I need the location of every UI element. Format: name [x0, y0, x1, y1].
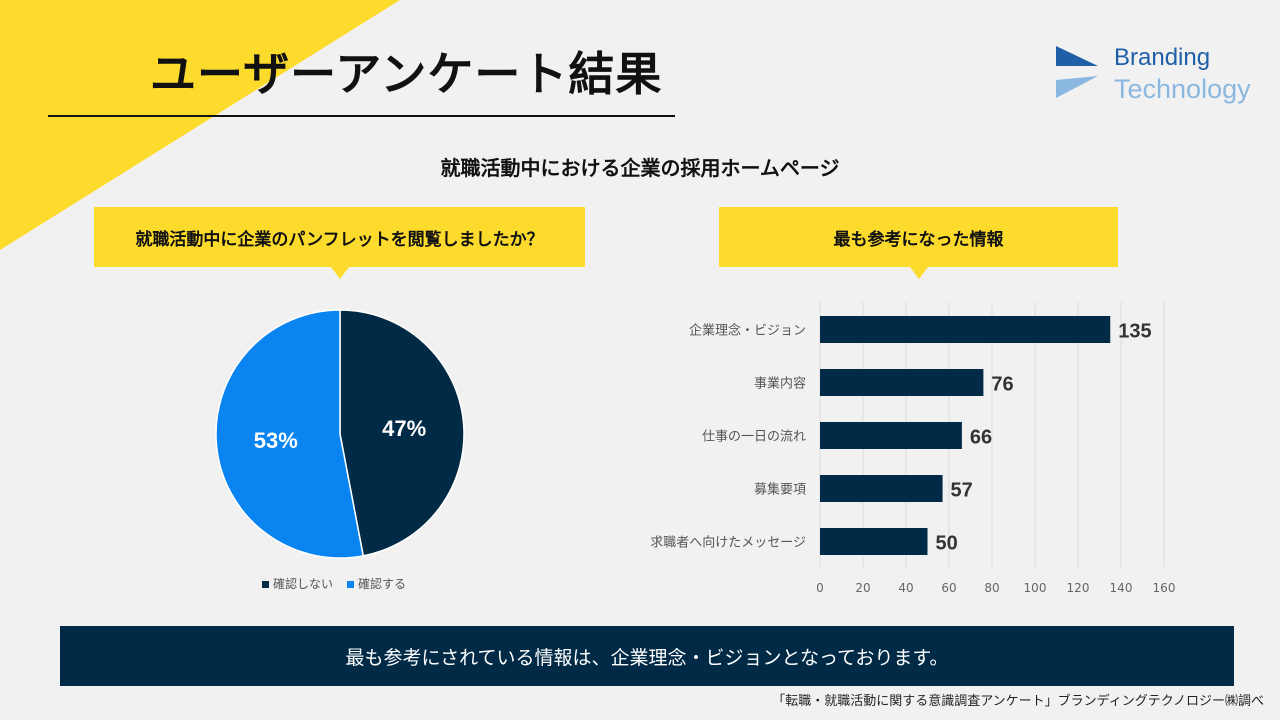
- bar-value-label-4: 50: [936, 533, 958, 555]
- pie-question-box: 就職活動中に企業のパンフレットを閲覧しましたか？: [94, 207, 585, 279]
- brand-logo: Branding Technology: [1054, 44, 1254, 106]
- pie-legend: 確認しない 確認する: [262, 575, 406, 592]
- bar-question-text: 最も参考になった情報: [833, 229, 1004, 250]
- bar-value-label-1: 76: [991, 374, 1013, 396]
- pie-question-text: 就職活動中に企業のパンフレットを閲覧しましたか？: [135, 229, 544, 250]
- x-tick-label-8: 160: [1153, 581, 1176, 595]
- x-tick-label-2: 40: [898, 581, 913, 595]
- category-label-4: 求職者へ向けたメッセージ: [650, 535, 806, 551]
- logo-text-technology: Technology: [1114, 74, 1251, 104]
- bar-2: [820, 422, 962, 449]
- bar-value-label-3: 57: [951, 480, 973, 502]
- x-tick-label-0: 0: [816, 581, 824, 595]
- legend-swatch-yes: [347, 581, 355, 588]
- x-tick-label-5: 100: [1024, 581, 1047, 595]
- pie-slice-label-0: 47%: [382, 416, 426, 441]
- category-label-2: 仕事の一日の流れ: [702, 430, 806, 445]
- x-tick-label-6: 120: [1067, 581, 1090, 595]
- bar-4: [820, 528, 928, 555]
- pie-slice-1: [215, 309, 365, 559]
- legend-label-no: 確認しない: [273, 577, 334, 591]
- section-subtitle: 就職活動中における企業の採用ホームページ: [440, 156, 840, 180]
- bar-question-box: 最も参考になった情報: [719, 207, 1118, 279]
- legend-item-yes: 確認する: [347, 575, 406, 592]
- summary-banner: 最も参考にされている情報は、企業理念・ビジョンとなっております。: [60, 626, 1234, 686]
- title-underline: [48, 115, 675, 117]
- legend-item-no: 確認しない: [262, 575, 333, 592]
- category-label-1: 事業内容: [754, 376, 806, 392]
- legend-label-yes: 確認する: [358, 577, 407, 591]
- logo-text-branding: Branding: [1114, 44, 1211, 71]
- summary-text: 最も参考にされている情報は、企業理念・ビジョンとなっております。: [345, 646, 949, 669]
- x-tick-label-1: 20: [855, 581, 870, 595]
- pie-slice-label-1: 53%: [254, 428, 298, 453]
- bar-chart: 0 20 40 60 80 100 120 140 160 企業理念・ビジョン 135 事業内容 76 仕…: [650, 302, 1176, 595]
- x-tick-label-3: 60: [941, 581, 956, 595]
- logo-mark-icon: [1056, 46, 1098, 98]
- x-tick-label-7: 140: [1110, 581, 1133, 595]
- bar-value-label-0: 135: [1118, 321, 1151, 343]
- source-note: 「転職・就職活動に関する意識調査アンケート」ブランディングテクノロジー㈱調べ: [772, 694, 1264, 709]
- category-label-0: 企業理念・ビジョン: [689, 323, 806, 339]
- legend-swatch-no: [262, 581, 269, 588]
- category-label-3: 募集要項: [754, 482, 806, 498]
- x-tick-label-4: 80: [984, 581, 999, 595]
- bar-3: [820, 475, 943, 502]
- pie-chart: 47% 53%: [215, 309, 465, 559]
- bar-0: [820, 316, 1111, 343]
- page-title: ユーザーアンケート結果: [150, 47, 663, 101]
- bar-value-label-2: 66: [970, 427, 992, 449]
- pie-slice-0: [339, 309, 465, 557]
- bar-1: [820, 369, 984, 396]
